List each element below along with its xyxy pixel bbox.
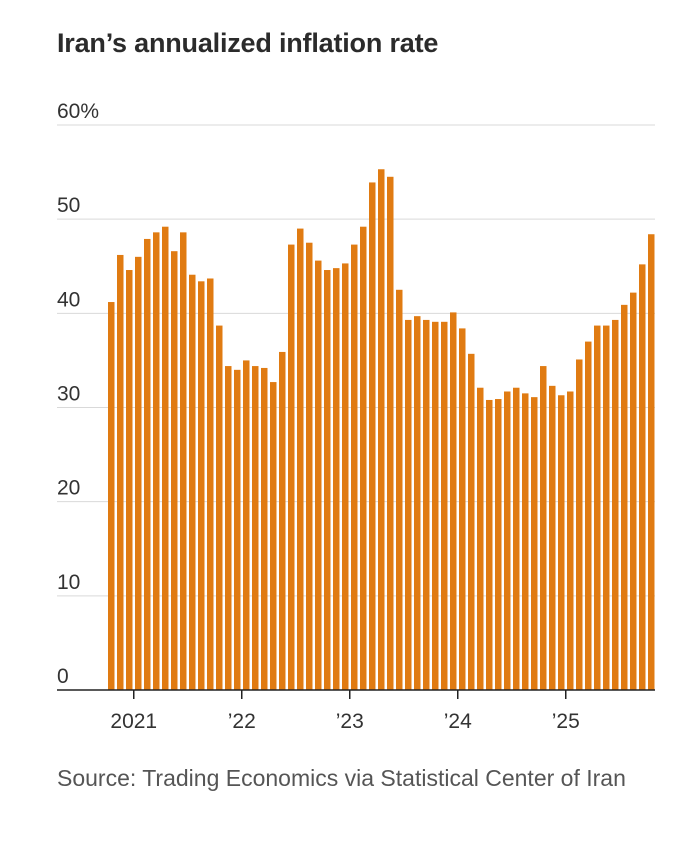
bar xyxy=(468,353,475,690)
bar xyxy=(189,274,196,690)
x-axis-ticks: 2021 ’22 ’23 ’24 ’25 xyxy=(110,690,580,733)
bar xyxy=(648,234,655,690)
bar xyxy=(351,244,358,690)
bar xyxy=(180,232,187,690)
bar xyxy=(504,391,511,690)
bar xyxy=(369,182,376,691)
x-tick-label: ’22 xyxy=(228,710,256,733)
x-tick-label: 2021 xyxy=(110,710,157,733)
bar xyxy=(225,366,232,690)
bar xyxy=(234,369,241,690)
bar xyxy=(603,325,610,690)
bar xyxy=(162,226,169,690)
source-note: Source: Trading Economics via Statistica… xyxy=(57,765,626,791)
bar xyxy=(540,366,547,690)
bar xyxy=(630,292,637,690)
bar xyxy=(495,399,502,690)
bar xyxy=(279,351,286,690)
bar xyxy=(135,256,142,690)
bar xyxy=(252,366,259,690)
bar xyxy=(549,385,556,690)
bars xyxy=(108,169,655,691)
bar xyxy=(594,325,601,690)
bar xyxy=(522,393,529,690)
bar xyxy=(306,242,313,691)
y-tick-label: 10 xyxy=(57,571,80,594)
bar xyxy=(585,341,592,690)
bar xyxy=(405,319,412,690)
bar xyxy=(441,321,448,690)
y-tick-label: 0 xyxy=(57,665,69,688)
bar xyxy=(243,360,250,690)
bar xyxy=(432,321,439,690)
bar xyxy=(486,399,493,690)
bar xyxy=(108,302,115,690)
bar xyxy=(333,268,340,690)
bar xyxy=(207,278,214,690)
y-tick-label: 50 xyxy=(57,194,80,217)
y-axis-labels: 0 10 20 30 40 50 60% xyxy=(57,100,99,688)
y-tick-label: 40 xyxy=(57,288,80,311)
y-tick-label: 60% xyxy=(57,100,99,123)
bar xyxy=(387,176,394,690)
bar xyxy=(324,270,331,690)
bar xyxy=(621,304,628,690)
bar xyxy=(639,264,646,690)
bar xyxy=(117,254,124,690)
y-tick-label: 20 xyxy=(57,477,80,500)
chart-title: Iran’s annualized inflation rate xyxy=(57,28,439,58)
bar xyxy=(171,251,178,690)
bar xyxy=(450,312,457,690)
bar xyxy=(270,382,277,690)
x-tick-label: ’23 xyxy=(336,710,364,733)
bar xyxy=(288,244,295,690)
bar xyxy=(414,316,421,690)
bar xyxy=(297,228,304,691)
bar xyxy=(126,270,133,690)
bar xyxy=(513,387,520,690)
bar xyxy=(612,319,619,690)
bar xyxy=(342,263,349,690)
bar xyxy=(198,281,205,690)
bar xyxy=(216,325,223,690)
bar xyxy=(477,387,484,690)
bar xyxy=(144,238,151,691)
bar xyxy=(576,359,583,690)
bar xyxy=(558,395,565,690)
bar xyxy=(261,367,268,690)
bar xyxy=(423,319,430,690)
bar xyxy=(315,260,322,690)
bar xyxy=(396,289,403,690)
bar xyxy=(153,232,160,690)
y-tick-label: 30 xyxy=(57,383,80,406)
bar xyxy=(531,397,538,690)
bar xyxy=(567,391,574,690)
bar xyxy=(378,169,385,691)
x-tick-label: ’24 xyxy=(444,710,472,733)
bar xyxy=(360,226,367,690)
x-tick-label: ’25 xyxy=(552,710,580,733)
bar xyxy=(459,328,466,690)
